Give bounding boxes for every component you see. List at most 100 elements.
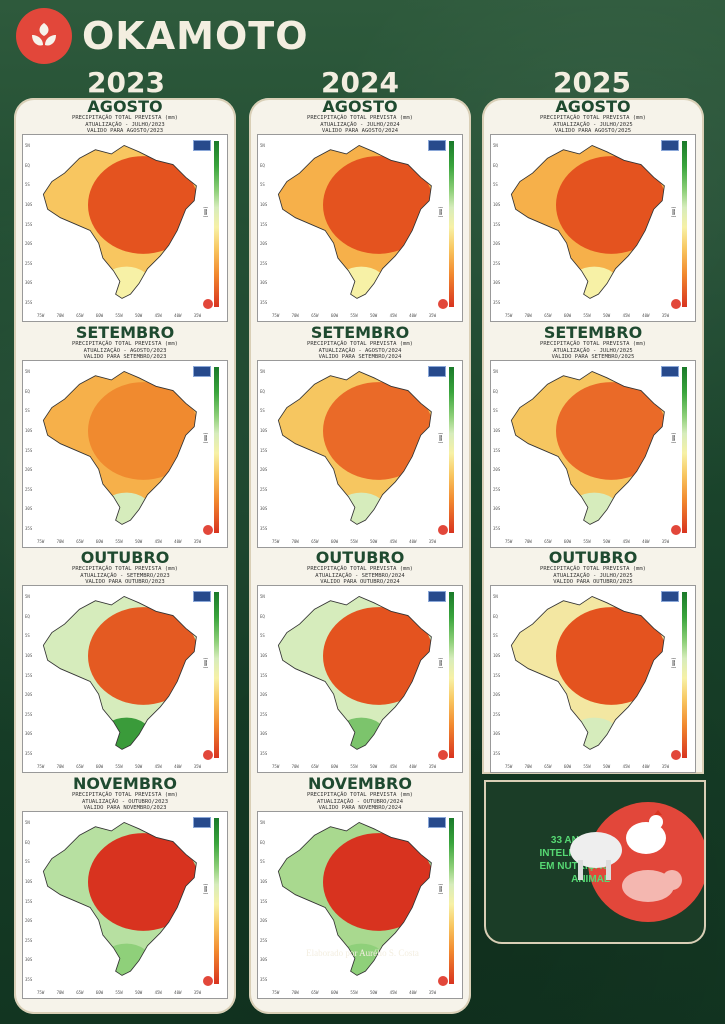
column-2024: AGOSTO PRECIPITAÇÃO TOTAL PREVISTA (mm) AT…	[249, 98, 471, 1014]
lon-tick: 70W	[291, 990, 299, 995]
okamoto-mini-logo	[438, 525, 448, 535]
lat-ticks: 5N EQ 5S 10S 15S 20S 25S 30S 35S	[493, 594, 503, 756]
zone-south	[335, 492, 387, 525]
map-subtitle: VALIDO PARA OUTUBRO/2024	[320, 579, 400, 585]
lat-tick: 25S	[260, 486, 268, 492]
lon-tick: 40W	[642, 764, 650, 769]
okamoto-mini-logo	[203, 750, 213, 760]
forecast-panel: SETEMBRO PRECIPITAÇÃO TOTAL PREVISTA (mm)…	[14, 324, 236, 550]
brazil-outline	[510, 144, 665, 299]
lon-tick: 50W	[369, 990, 378, 995]
precip-legend-bar	[214, 592, 219, 758]
okamoto-logo	[16, 8, 72, 64]
lon-tick: 40W	[409, 764, 417, 769]
month-title: SETEMBRO	[75, 323, 175, 342]
cptec-logo	[193, 140, 211, 151]
lat-tick: 5N	[493, 369, 498, 374]
forecast-panel: AGOSTO PRECIPITAÇÃO TOTAL PREVISTA (mm) AT…	[14, 98, 236, 324]
lat-tick: EQ	[25, 388, 30, 394]
precip-legend-bar	[449, 592, 454, 758]
forecast-panel: NOVEMBRO PRECIPITAÇÃO TOTAL PREVISTA (mm)…	[14, 775, 236, 1001]
lon-tick: 35W	[193, 990, 201, 995]
lon-tick: 45W	[389, 539, 397, 544]
lat-ticks: 5N EQ 5S 10S 15S 20S 25S 30S 35S	[25, 594, 35, 756]
lon-tick: 35W	[428, 764, 436, 769]
month-title: SETEMBRO	[543, 323, 643, 342]
lon-tick: 50W	[134, 764, 143, 769]
lat-tick: 20S	[493, 692, 501, 698]
lon-tick: 40W	[642, 539, 650, 544]
lon-tick: 65W	[76, 539, 84, 544]
lat-tick: 20S	[260, 918, 268, 924]
lon-tick: 60W	[95, 313, 104, 318]
cptec-logo	[661, 366, 679, 377]
cptec-logo	[661, 140, 679, 151]
zone-inner	[88, 833, 197, 931]
zone-south	[568, 717, 620, 750]
legend-unit: (mm)	[669, 657, 676, 670]
lat-tick: 5N	[25, 594, 30, 599]
lat-tick: 35S	[25, 751, 33, 756]
lon-tick: 60W	[95, 539, 104, 544]
lat-tick: 5N	[260, 594, 265, 599]
lat-tick: 35S	[260, 526, 268, 531]
cptec-logo	[428, 140, 446, 151]
brazil-outline	[42, 821, 197, 976]
map-subtitle: VALIDO PARA OUTUBRO/2023	[85, 579, 165, 585]
lat-tick: 35S	[260, 977, 268, 982]
lon-tick: 40W	[174, 990, 182, 995]
lon-tick: 65W	[76, 764, 84, 769]
lon-tick: 65W	[311, 313, 319, 318]
lat-tick: 30S	[260, 731, 268, 737]
map-subtitle: PRECIPITAÇÃO TOTAL PREVISTA (mm)	[72, 566, 178, 572]
zone-inner	[323, 607, 432, 705]
lat-tick: 30S	[493, 731, 501, 737]
brand-name: OKAMOTO	[82, 14, 309, 58]
lon-tick: 50W	[134, 990, 143, 995]
lon-tick: 35W	[193, 313, 201, 318]
zone-inner	[323, 382, 432, 480]
lat-tick: 25S	[493, 711, 501, 717]
lat-tick: 30S	[493, 506, 501, 512]
map-subtitle: ATUALIZAÇÃO - AGOSTO/2024	[318, 347, 402, 354]
precipitation-map: (mm) 5N EQ 5S 10S 15S 20S 25S 30S 35S 75W 70W 65W 60W…	[257, 585, 463, 773]
lat-tick: 5S	[260, 182, 265, 188]
lat-tick: 15S	[260, 221, 268, 227]
brazil-outline	[42, 144, 197, 299]
lat-tick: EQ	[25, 613, 30, 619]
column-2023: AGOSTO PRECIPITAÇÃO TOTAL PREVISTA (mm) AT…	[14, 98, 236, 1014]
lat-tick: 25S	[493, 486, 501, 492]
lon-tick: 45W	[389, 313, 397, 318]
credit: Elaborado por Aurélio S. Costa	[306, 948, 419, 958]
lat-tick: 10S	[25, 652, 33, 658]
okamoto-mini-logo	[203, 525, 213, 535]
month-title: NOVEMBRO	[308, 774, 412, 793]
lon-tick: 50W	[602, 313, 611, 318]
zone-inner	[556, 382, 665, 480]
brazil-map	[277, 595, 432, 750]
lat-tick: 5S	[25, 859, 30, 865]
lon-tick: 60W	[95, 990, 104, 995]
okamoto-mini-logo	[438, 750, 448, 760]
lon-tick: 70W	[56, 313, 64, 318]
brazil-outline	[42, 595, 197, 750]
lat-tick: EQ	[260, 839, 265, 845]
lon-tick: 35W	[661, 313, 669, 318]
lon-tick: 65W	[311, 764, 319, 769]
lat-tick: 5S	[260, 408, 265, 414]
lat-tick: 25S	[260, 260, 268, 266]
lat-tick: 10S	[260, 201, 268, 207]
lon-tick: 50W	[602, 539, 611, 544]
lat-tick: 5S	[493, 182, 498, 188]
precipitation-map: (mm) 5N EQ 5S 10S 15S 20S 25S 30S 35S 75W 70W 65W 60W…	[490, 134, 696, 322]
lat-tick: 5S	[25, 408, 30, 414]
zone-south	[568, 492, 620, 525]
promo-banner: 33 ANOS DE INTELIGÊNCIA EM NUTRIÇÃO ANIM…	[484, 780, 706, 944]
map-subtitle: PRECIPITAÇÃO TOTAL PREVISTA (mm)	[540, 341, 646, 347]
precip-legend-bar	[214, 818, 219, 984]
lon-ticks: 75W 70W 65W 60W 55W 50W 45W 40W 35W	[37, 764, 201, 770]
lon-tick: 45W	[154, 313, 162, 318]
precip-legend-bar	[449, 818, 454, 984]
lat-tick: 10S	[493, 201, 501, 207]
zone-inner	[88, 156, 197, 254]
